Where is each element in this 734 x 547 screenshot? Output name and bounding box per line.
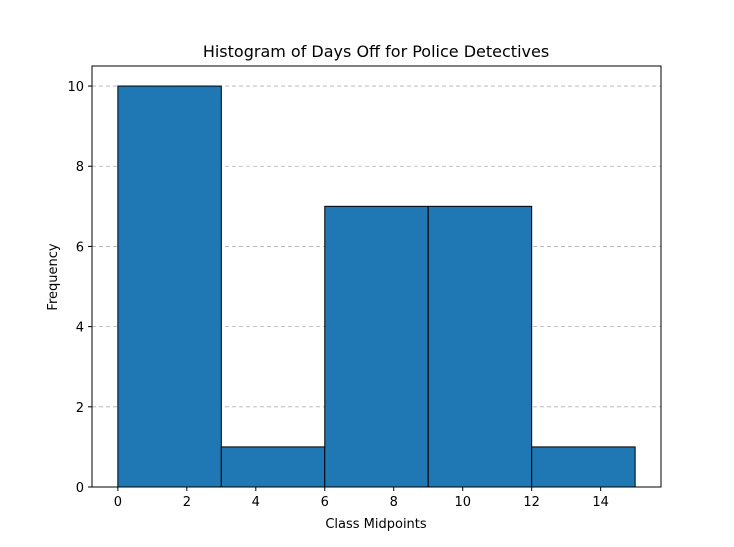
histogram-bar-1 xyxy=(220,446,326,488)
x-tick-label-1: 2 xyxy=(183,495,191,510)
histogram-bar-3 xyxy=(427,205,533,488)
histogram-bars xyxy=(117,85,636,488)
x-axis-ticks: 0 2 4 6 8 10 12 14 xyxy=(114,487,609,510)
x-tick-label-5: 10 xyxy=(454,495,471,510)
histogram-bar-2 xyxy=(324,205,429,488)
x-tick-label-3: 6 xyxy=(321,495,329,510)
histogram-bar-0 xyxy=(117,85,222,488)
plot-frame xyxy=(91,65,662,488)
x-tick-label-4: 8 xyxy=(390,495,398,510)
y-axis-label: Frequency xyxy=(46,243,61,310)
x-tick-label-2: 4 xyxy=(252,495,260,510)
x-tick-label-6: 12 xyxy=(523,495,540,510)
x-tick-label-7: 14 xyxy=(592,495,609,510)
y-tick-label-5: 10 xyxy=(67,80,84,95)
x-axis-label: Class Midpoints xyxy=(325,517,427,532)
y-tick-label-4: 8 xyxy=(76,160,84,175)
y-tick-label-1: 2 xyxy=(76,401,84,416)
histogram-bar-4 xyxy=(531,446,636,488)
y-tick-label-3: 6 xyxy=(76,240,84,255)
y-tick-label-0: 0 xyxy=(76,481,84,496)
y-tick-label-2: 4 xyxy=(76,321,84,336)
chart-title: Histogram of Days Off for Police Detecti… xyxy=(203,42,549,61)
y-axis-ticks: 0 2 4 6 8 10 xyxy=(67,80,92,496)
x-tick-label-0: 0 xyxy=(114,495,122,510)
